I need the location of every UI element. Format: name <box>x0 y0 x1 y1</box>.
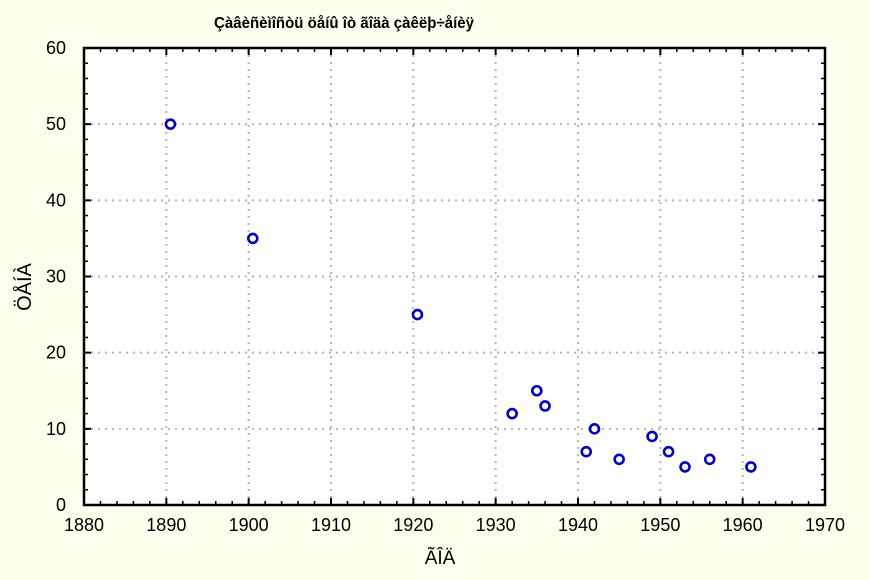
x-tick-label: 1900 <box>229 515 269 535</box>
data-point <box>539 400 551 412</box>
y-tick-labels: 0 10 20 30 40 50 60 <box>46 38 66 515</box>
y-tick-label: 40 <box>46 190 66 210</box>
x-tick-label: 1970 <box>805 515 845 535</box>
y-tick-label: 10 <box>46 419 66 439</box>
data-point <box>588 423 601 435</box>
x-tick-label: 1890 <box>146 515 186 535</box>
x-tick-label: 1930 <box>476 515 516 535</box>
x-tick-label: 1940 <box>558 515 598 535</box>
data-point <box>411 308 424 321</box>
y-tick-label: 0 <box>56 495 66 515</box>
x-axis-label: ÃÎÄ <box>425 547 456 569</box>
plot-frame <box>82 46 827 507</box>
x-tick-label: 1960 <box>723 515 763 535</box>
x-tick-label: 1950 <box>640 515 680 535</box>
data-point <box>703 453 716 466</box>
data-point <box>246 232 259 245</box>
chart-title: Çàâèñèìîñòü öåíû îò ãîäà çàêëþ÷åíèÿ <box>214 14 474 32</box>
data-point <box>613 453 625 466</box>
data-point <box>679 461 691 473</box>
y-axis-label: ÖÅÍÀ <box>13 262 36 310</box>
data-points <box>164 118 757 473</box>
x-tick-label: 1910 <box>311 515 351 535</box>
data-point <box>506 407 518 420</box>
x-tick-label: 1920 <box>393 515 433 535</box>
x-tick-labels: 1880 1890 1900 1910 1920 1930 1940 1950 1960 1970 <box>64 515 845 535</box>
data-point <box>662 445 675 458</box>
y-tick-label: 20 <box>46 343 66 363</box>
y-tick-label: 60 <box>46 38 66 58</box>
data-point <box>164 118 177 130</box>
data-point <box>745 461 757 473</box>
x-tick-label: 1880 <box>64 515 104 535</box>
y-tick-label: 30 <box>46 267 66 287</box>
plot-area <box>84 48 825 505</box>
grid <box>84 48 825 505</box>
data-point <box>646 430 658 443</box>
data-point <box>531 384 543 397</box>
y-tick-label: 50 <box>46 114 66 134</box>
data-point <box>580 445 593 458</box>
